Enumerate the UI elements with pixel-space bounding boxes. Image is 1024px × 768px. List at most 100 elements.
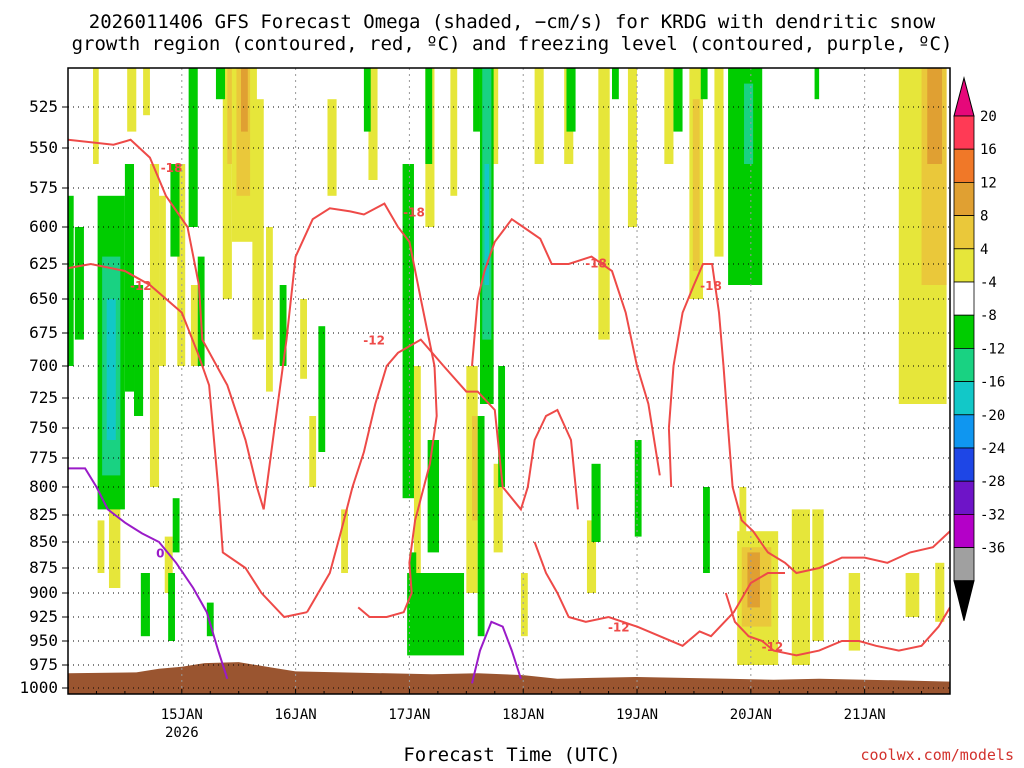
colorbar-swatch [953, 248, 975, 283]
y-tick-label: 700 [29, 356, 58, 375]
y-tick-label: 525 [29, 97, 58, 116]
omega-shade-cell [673, 68, 683, 132]
y-tick-label: 900 [29, 583, 58, 602]
y-tick-label: 925 [29, 607, 58, 626]
omega-shade-cell [149, 164, 160, 487]
omega-shade-cell [611, 68, 619, 100]
omega-shade-cell [714, 68, 724, 257]
chart-title-line1: 2026011406 GFS Forecast Omega (shaded, −… [88, 11, 936, 33]
contour-label: -18 [585, 257, 607, 271]
omega-shade-cell [814, 68, 820, 100]
omega-shade-cell [812, 509, 824, 641]
contour-line [724, 592, 950, 657]
omega-shade-cell [484, 164, 490, 285]
omega-shade-cell [848, 573, 861, 651]
omega-shade-cell [586, 520, 597, 593]
y-tick-label: 725 [29, 388, 58, 407]
omega-shade-cell [309, 416, 317, 487]
contour-label: -12 [608, 621, 630, 635]
omega-shade-cell [222, 68, 232, 299]
source-credit[interactable]: coolwx.com/models [860, 746, 1014, 764]
contour-line [471, 217, 661, 476]
terrain-area [68, 662, 950, 694]
colorbar-swatch [953, 215, 975, 250]
y-tick-label: 950 [29, 631, 58, 650]
colorbar-swatch [953, 314, 975, 349]
omega-shade-cell [739, 487, 747, 553]
omega-shade-cell [190, 285, 198, 366]
omega-shade-cell [905, 573, 920, 617]
omega-shade-cell [427, 440, 440, 553]
omega-shade-cell [520, 573, 528, 637]
x-axis-title: Forecast Time (UTC) [403, 744, 621, 766]
omega-shade-cell [279, 285, 287, 366]
y-tick-label: 850 [29, 532, 58, 551]
omega-shade-cell [97, 520, 105, 573]
contour-line [533, 541, 785, 647]
y-tick-label: 600 [29, 217, 58, 236]
colorbar-swatch [953, 381, 975, 416]
omega-shade-cell [927, 68, 943, 164]
omega-shade-cell [473, 68, 480, 132]
omega-shade-cell [206, 602, 214, 637]
omega-shade-cell [664, 68, 674, 164]
y-tick-label: 675 [29, 323, 58, 342]
omega-shade-cell [466, 366, 478, 593]
grid-lines [68, 68, 950, 694]
colorbar-swatch [953, 514, 975, 549]
contour-label: -18 [700, 279, 722, 293]
omega-shade-cell [627, 68, 638, 227]
x-tick-label: 16JAN [275, 707, 317, 723]
contour-line [68, 138, 265, 510]
omega-shade-cell [172, 498, 180, 553]
x-tick-label: 18JAN [502, 707, 544, 723]
colorbar-label: -4 [980, 275, 997, 291]
omega-shade-cell [341, 509, 348, 573]
omega-shade-cell [164, 536, 173, 593]
x-tick-label: 21JAN [844, 707, 886, 723]
y-tick-label: 625 [29, 254, 58, 273]
omega-shade-cell [143, 68, 150, 116]
omega-shade-cell [300, 299, 307, 379]
colorbar-swatch [953, 148, 975, 183]
colorbar-swatch [953, 115, 975, 150]
omega-shade-cell [634, 440, 642, 537]
omega-shade-cell [266, 227, 273, 392]
colorbar-swatch [953, 480, 975, 515]
omega-shade-cell [534, 68, 544, 164]
contour-label: -18 [161, 161, 183, 175]
omega-shading [68, 68, 947, 665]
omega-shade-cell [498, 366, 506, 487]
colorbar-label: 4 [980, 242, 988, 258]
colorbar-label: 20 [980, 109, 997, 125]
colorbar-swatch [953, 181, 975, 216]
omega-shade-cell [368, 68, 378, 180]
omega-shade-cell [692, 99, 700, 271]
plot-frame [67, 67, 951, 695]
omega-shade-cell [598, 68, 610, 340]
omega-shade-cell [327, 99, 337, 196]
omega-shade-cell [363, 68, 371, 132]
y-tick-label: 575 [29, 178, 58, 197]
x-tick-sublabel: 2026 [165, 725, 199, 741]
colorbar-top-arrow [953, 76, 975, 117]
y-tick-label: 775 [29, 448, 58, 467]
colorbar-bottom-arrow [953, 580, 975, 621]
x-tick-label: 17JAN [388, 707, 430, 723]
y-tick-label: 975 [29, 655, 58, 674]
contour-label: -12 [130, 279, 152, 293]
colorbar-label: -24 [980, 441, 1005, 457]
omega-shade-cell [744, 83, 754, 164]
contour-label: -12 [363, 334, 385, 348]
omega-shade-cell [477, 416, 485, 637]
omega-shade-cell [413, 366, 421, 573]
omega-shade-cell [227, 68, 235, 164]
omega-shade-cell [140, 573, 150, 637]
omega-shade-cell [402, 164, 414, 499]
y-tick-label: 550 [29, 138, 58, 157]
omega-shade-cell [703, 487, 710, 573]
omega-shade-cell [215, 68, 226, 100]
colorbar-swatch [953, 347, 975, 382]
omega-shade-cell [240, 68, 248, 132]
x-tick-label: 19JAN [616, 707, 658, 723]
